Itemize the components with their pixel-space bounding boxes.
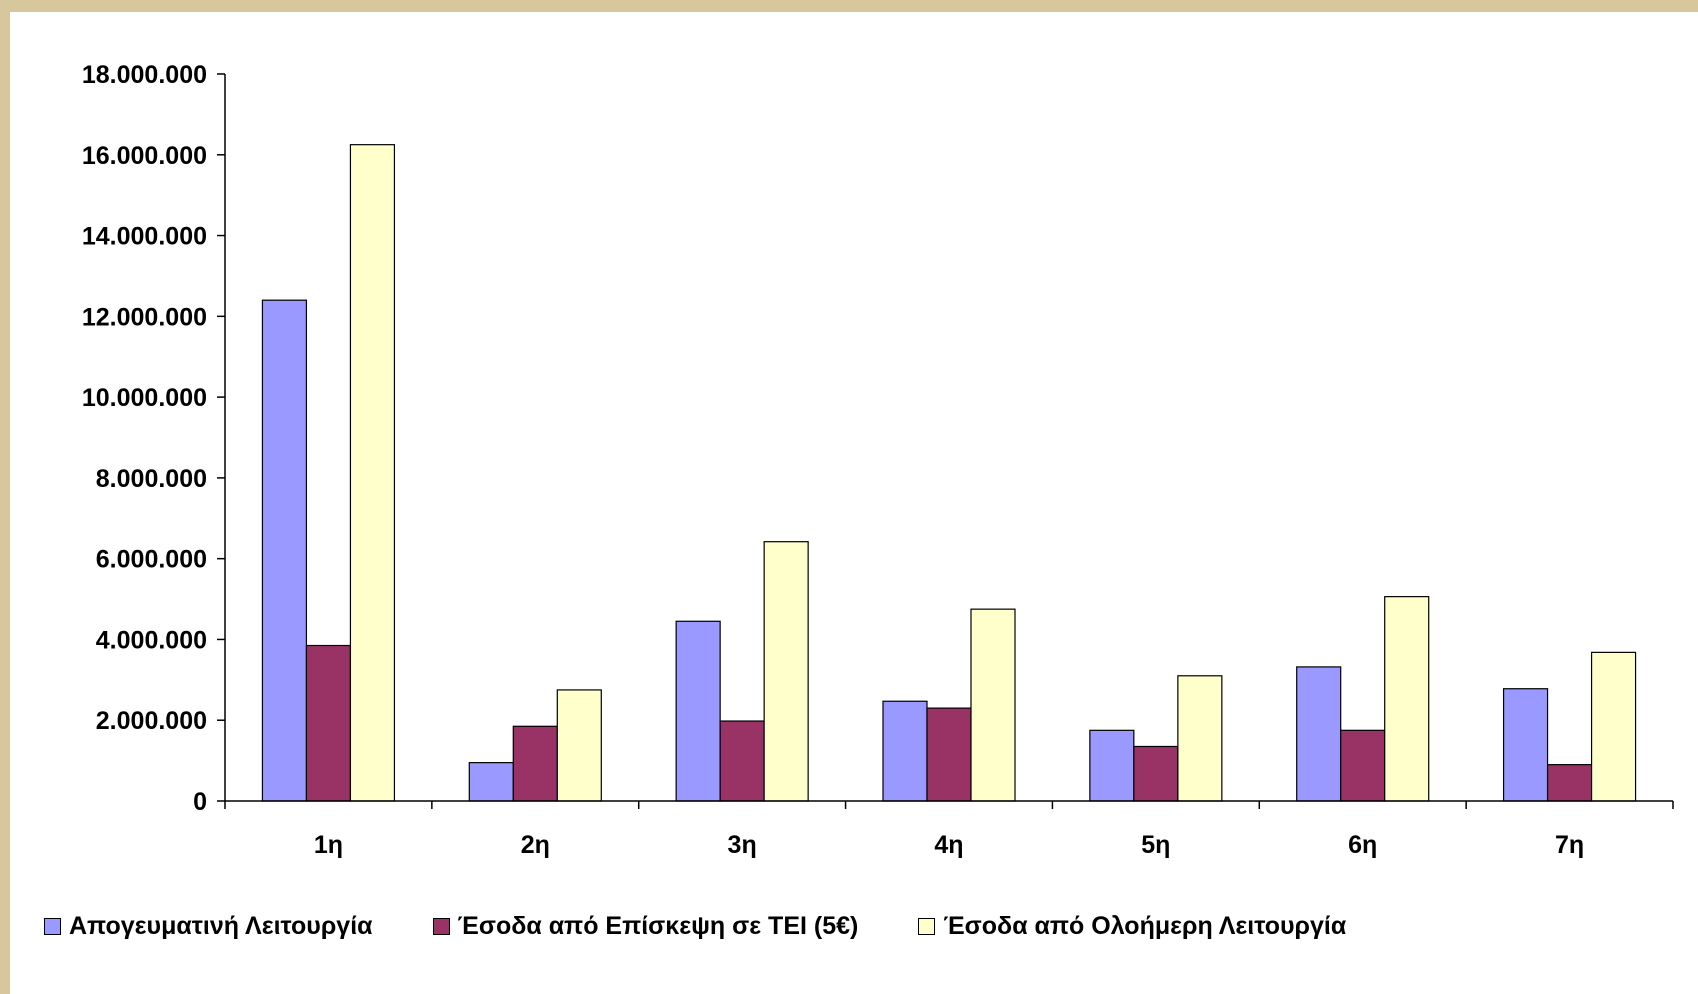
bar-s1-3η (675, 620, 721, 802)
chart-title (0, 0, 1698, 10)
y-tick-label: 14.000.000 (82, 223, 207, 251)
bar-s2-1η (305, 644, 352, 802)
x-tick-label: 2η (521, 831, 550, 859)
chart-panel: 0 2.000.000 4.000.000 6.000.000 8.000.000 10.… (10, 12, 1698, 994)
y-tick-label: 10.000.000 (82, 384, 207, 412)
legend-label-tei-visit: Έσοδα από Επίσκεψη σε ΤΕΙ (5€) (457, 911, 859, 940)
bar-s2-2η (512, 725, 558, 802)
bar-s2-5η (1133, 745, 1179, 802)
legend-item-full-day: Έσοδα από Ολοήμερη Λειτουργία (918, 912, 1346, 941)
bar-s3-3η (763, 541, 809, 802)
y-tick-label: 12.000.000 (82, 303, 207, 331)
legend: Απογευματινή Λειτουργία Έσοδα από Επίσκε… (44, 906, 1684, 946)
bar-chart: 0 2.000.000 4.000.000 6.000.000 8.000.000 10.… (82, 61, 1674, 859)
bar-s1-2η (468, 762, 514, 802)
bar-s3-6η (1384, 596, 1430, 802)
bar-s3-5η (1177, 675, 1223, 802)
x-tick-label: 7η (1555, 831, 1584, 859)
y-tick-label: 6.000.000 (96, 546, 207, 574)
legend-item-tei-visit: Έσοδα από Επίσκεψη σε ΤΕΙ (5€) (432, 911, 859, 941)
y-tick-label: 18.000.000 (82, 61, 207, 89)
legend-label-afternoon: Απογευματινή Λειτουργία (69, 911, 373, 940)
bar-s2-3η (719, 720, 765, 802)
legend-item-afternoon: Απογευματινή Λειτουργία (44, 912, 373, 941)
legend-swatch-tei-visit (432, 917, 450, 935)
y-tick-label: 8.000.000 (96, 465, 207, 493)
x-tick-label: 1η (314, 831, 343, 859)
legend-swatch-full-day (918, 917, 936, 935)
slide-frame (0, 0, 1698, 12)
bar-s2-7η (1546, 764, 1593, 802)
legend-label-full-day: Έσοδα από Ολοήμερη Λειτουργία (943, 911, 1347, 940)
bar-s3-2η (556, 689, 602, 802)
bars-layer (261, 144, 1637, 802)
x-tick-label: 6η (1348, 831, 1377, 859)
bar-s1-6η (1296, 666, 1342, 802)
bar-s1-7η (1502, 688, 1549, 802)
legend-swatch-afternoon (44, 917, 61, 935)
y-tick-label: 16.000.000 (82, 142, 207, 170)
bar-s1-4η (882, 700, 928, 802)
bar-s3-1η (349, 144, 396, 802)
axes-layer: 0 2.000.000 4.000.000 6.000.000 8.000.000 10.… (82, 61, 1674, 859)
bar-s3-4η (970, 608, 1016, 802)
y-tick-label: 4.000.000 (96, 626, 207, 654)
bar-s2-6η (1340, 729, 1386, 802)
y-tick-label: 2.000.000 (96, 707, 207, 735)
x-tick-label: 3η (728, 831, 757, 859)
y-tick-label: 0 (193, 788, 207, 816)
x-tick-label: 4η (934, 831, 963, 859)
x-tick-label: 5η (1141, 831, 1170, 859)
bar-s3-7η (1590, 651, 1637, 802)
bar-s1-5η (1089, 729, 1135, 802)
bar-s1-1η (261, 299, 308, 802)
bar-s2-4η (926, 707, 972, 802)
